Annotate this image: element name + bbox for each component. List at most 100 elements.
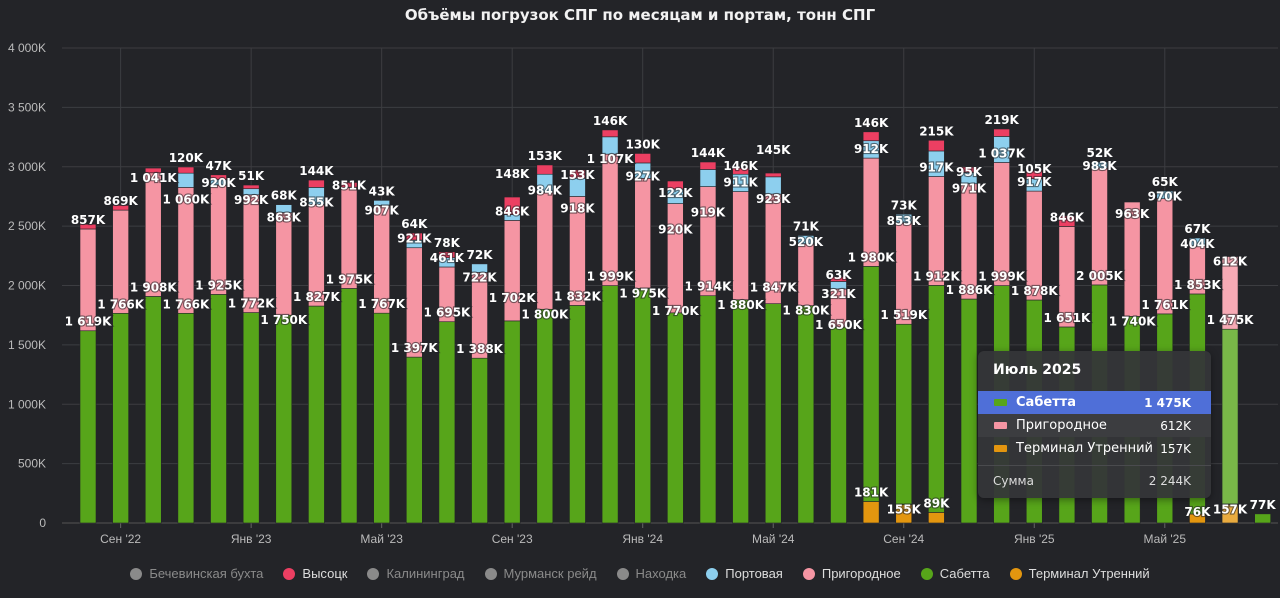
data-label: 846K [1050, 210, 1085, 224]
bar-segment-сабетта [732, 299, 749, 524]
data-label: 52K [1087, 146, 1114, 160]
bar-segment-портовая [177, 172, 195, 188]
legend-item[interactable]: Пригородное [802, 566, 901, 581]
x-tick-label: Янв '25 [1014, 532, 1055, 546]
legend-label: Калининград [386, 566, 465, 581]
data-label: 47K [206, 159, 233, 173]
legend-item[interactable]: Терминал Утренний [1009, 566, 1150, 581]
bar-segment-высоцк [569, 169, 586, 179]
tooltip-row-value: 1 475K [1144, 395, 1191, 410]
legend-item[interactable]: Калининград [367, 566, 465, 581]
data-label: 1 827K [293, 290, 341, 304]
data-label: 122K [658, 186, 693, 200]
bar-segment-портовая [471, 263, 488, 273]
bar-segment-пригородное [960, 183, 978, 300]
bar-segment-высоцк [242, 184, 260, 190]
data-label: 144K [691, 146, 726, 160]
legend-item[interactable]: Портовая [706, 566, 783, 581]
data-label: 51K [238, 169, 265, 183]
bar-segment-сабетта [340, 288, 358, 524]
bar-segment-высоцк [667, 180, 684, 190]
data-label: 853K [887, 214, 922, 228]
y-tick-label: 1 000K [8, 397, 46, 411]
bar-segment-сабетта [275, 314, 293, 524]
legend-item[interactable]: Сабетта [920, 566, 990, 581]
data-label: 983K [1082, 159, 1117, 173]
data-label: 181K [854, 486, 889, 500]
bar-segment-пригородное [275, 212, 293, 316]
data-label: 1 650K [815, 318, 863, 332]
data-label: 1 695K [423, 306, 471, 320]
bar-segment-сабетта [830, 326, 847, 524]
data-label: 1 975K [326, 272, 374, 286]
legend-item[interactable]: Находка [616, 566, 686, 581]
bar-segment-пригородное [1091, 167, 1108, 286]
bar-segment-сабетта [699, 295, 717, 524]
legend-item[interactable]: Бечевинская бухта [130, 566, 263, 581]
data-label: 917K [1017, 175, 1052, 189]
bar-segment-пригородное [503, 220, 521, 322]
sabetta-swatch [994, 399, 1007, 406]
bar-segment-портовая [797, 235, 815, 245]
data-label: 1 886K [946, 283, 994, 297]
bar-segment-пригородное [536, 192, 554, 310]
bar-segment-сабетта [862, 266, 880, 502]
bar-segment-сабетта [79, 330, 97, 524]
bar-segment-высоцк [634, 153, 652, 164]
data-label: 1 878K [1011, 284, 1059, 298]
y-tick-label: 500K [18, 457, 46, 471]
data-label: 1 475K [1207, 313, 1255, 327]
bar-segment-сабетта [895, 323, 913, 505]
tooltip-row-name: Терминал Утренний [1016, 441, 1153, 456]
x-tick-label: Май '25 [1144, 532, 1187, 546]
data-label: 1 041K [130, 171, 178, 185]
bar-segment-высоцк [1058, 215, 1076, 227]
bar-segment-сабетта [438, 321, 456, 524]
x-tick-label: Янв '24 [622, 532, 663, 546]
tooltip: Июль 2025 Сабетта 1 475K Пригородное 612… [978, 351, 1211, 498]
data-label: 64K [401, 217, 428, 231]
bar-segment-сабетта [764, 303, 782, 524]
data-label: 520K [789, 235, 824, 249]
data-label: 120K [169, 151, 204, 165]
bar-segment-высоцк [438, 251, 456, 259]
data-label: 67K [1184, 222, 1211, 236]
legend-dot-icon [706, 567, 719, 580]
data-label: 1 980K [848, 250, 896, 264]
data-label: 984K [528, 183, 563, 197]
bar-segment-сабетта [242, 312, 260, 524]
legend-item[interactable]: Мурманск рейд [484, 566, 597, 581]
bar-segment-сабетта [1254, 513, 1271, 524]
tooltip-sum: Сумма 2 244K [993, 474, 1191, 488]
data-label: 157K [1213, 502, 1248, 516]
terminal-swatch [994, 445, 1007, 452]
data-label: 1 772K [228, 297, 276, 311]
data-label: 722K [462, 270, 497, 284]
bar-segment-высоцк [536, 164, 554, 175]
data-label: 1 767K [358, 297, 406, 311]
data-label: 863K [267, 211, 302, 225]
data-label: 146K [593, 114, 628, 128]
bar-segment-сабетта [144, 296, 162, 524]
bar-segment-пригородное [667, 203, 684, 314]
bar-segment-сабетта [210, 294, 227, 524]
data-label: 907K [364, 203, 399, 217]
data-label: 43K [369, 184, 396, 198]
bar-segment-высоцк [503, 196, 521, 215]
bar-segment-сабетта [960, 298, 978, 524]
data-label: 144K [299, 164, 334, 178]
legend-dot-icon [484, 567, 497, 580]
data-label: 155K [887, 503, 922, 517]
chart-title: Объёмы погрузок СПГ по месяцам и портам,… [404, 6, 876, 24]
data-label: 461K [430, 251, 465, 265]
x-tick-label: Май '24 [752, 532, 795, 546]
data-label: 1 770K [652, 304, 700, 318]
data-label: 1 830K [782, 304, 830, 318]
data-label: 65K [1152, 175, 1179, 189]
data-label: 963K [1115, 207, 1150, 221]
legend-item[interactable]: Высоцк [283, 566, 347, 581]
data-label: 68K [271, 189, 298, 203]
data-label: 971K [952, 182, 987, 196]
data-label: 1 880K [717, 298, 765, 312]
